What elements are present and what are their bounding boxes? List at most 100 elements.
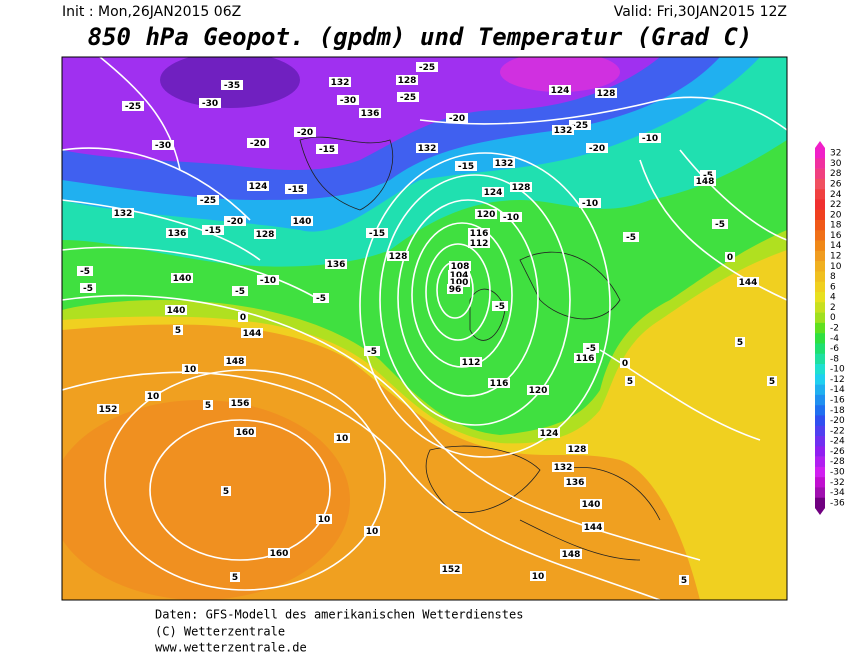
label-box: [329, 77, 351, 87]
colorbar-label: -20: [830, 416, 845, 426]
contour-label: 5: [737, 338, 743, 348]
colorbar-box: [815, 436, 825, 447]
contour-label: 124: [484, 188, 503, 198]
label-box: [579, 198, 601, 208]
contour-label: 104: [450, 271, 469, 281]
label-box: [552, 462, 574, 472]
contour-label: 128: [398, 76, 417, 86]
colorbar-box: [815, 343, 825, 355]
colorbar-label: 6: [830, 282, 836, 292]
colorbar-box: [815, 446, 825, 457]
label-box: [337, 95, 359, 105]
label-box: [366, 228, 388, 238]
label-box: [694, 176, 716, 186]
colorbar-label: -36: [830, 498, 845, 508]
contour-label: -30: [202, 99, 218, 109]
label-box: [586, 143, 608, 153]
label-box: [620, 358, 630, 368]
colorbar-label: -2: [830, 324, 839, 334]
colorbar-label: 12: [830, 252, 841, 262]
contour-label: 132: [495, 159, 514, 169]
contour-label: -30: [340, 96, 356, 106]
label-box: [447, 284, 463, 294]
contour-label: 10: [532, 572, 545, 582]
colorbar-label: -18: [830, 406, 845, 416]
colorbar-label: 10: [830, 262, 842, 272]
contour-label: -5: [715, 220, 725, 230]
colorbar-label: 26: [830, 180, 842, 190]
colorbar-box: [815, 168, 825, 180]
contour-label: 120: [529, 386, 548, 396]
label-box: [397, 92, 419, 102]
contour-label: 144: [739, 278, 758, 288]
contour-label: 112: [462, 358, 481, 368]
label-box: [538, 428, 560, 438]
label-box: [313, 293, 329, 303]
label-box: [230, 572, 240, 582]
label-box: [767, 376, 777, 386]
contour-label: 120: [477, 210, 496, 220]
colorbar-box: [815, 158, 825, 169]
contour-label: 124: [551, 86, 570, 96]
label-box: [285, 184, 307, 194]
label-box: [165, 305, 187, 315]
contour-label: 116: [490, 379, 509, 389]
contour-label: -15: [458, 162, 474, 172]
contour-label: 144: [584, 523, 603, 533]
footer-line: www.wetterzentrale.de: [155, 641, 307, 655]
colorbar-label: -4: [830, 334, 839, 344]
colorbar-box: [815, 178, 825, 190]
colorbar-box: [815, 240, 825, 252]
contour-label: -25: [419, 63, 435, 73]
contour-label: 128: [597, 89, 616, 99]
colorbar-box: [815, 281, 825, 293]
colorbar-label: 14: [830, 241, 842, 251]
label-box: [527, 385, 549, 395]
contour-label: 96: [449, 285, 462, 295]
label-box: [238, 312, 248, 322]
colorbar-label: -30: [830, 468, 845, 478]
footer-line: Daten: GFS-Modell des amerikanischen Wet…: [155, 608, 523, 622]
contour-label: 116: [576, 354, 595, 364]
label-box: [224, 356, 246, 366]
contour-label: 152: [99, 405, 118, 415]
colorbar-box: [815, 394, 825, 406]
contour-label: 160: [270, 549, 289, 559]
contour-label: -25: [572, 121, 588, 131]
label-box: [221, 486, 231, 496]
label-box: [257, 275, 279, 285]
label-box: [530, 571, 546, 581]
colorbar-box: [815, 199, 825, 211]
colorbar-box: [815, 189, 825, 200]
contour-label: -30: [155, 141, 171, 151]
contour-label: 5: [175, 326, 181, 336]
contour-label: -25: [125, 102, 141, 112]
contour-label: 140: [173, 274, 192, 284]
contour-label: -10: [642, 134, 658, 144]
label-box: [173, 325, 183, 335]
contour-label: 160: [236, 428, 255, 438]
label-box: [232, 286, 248, 296]
label-box: [725, 252, 735, 262]
colorbar-box: [815, 353, 825, 365]
contour-label: 140: [167, 306, 186, 316]
contour-label: -5: [83, 284, 93, 294]
label-box: [359, 108, 381, 118]
contour-label: 5: [627, 377, 633, 387]
colorbar-label: -24: [830, 437, 845, 447]
contour-label: 152: [442, 565, 461, 575]
label-box: [639, 133, 661, 143]
label-box: [203, 400, 213, 410]
contour-label: -20: [250, 139, 266, 149]
label-box: [416, 62, 438, 72]
colorbar-label: -32: [830, 478, 845, 488]
contour-label: 148: [696, 177, 715, 187]
label-box: [566, 444, 588, 454]
label-box: [241, 328, 263, 338]
contour-label: 132: [554, 463, 573, 473]
contour-label: 148: [226, 357, 245, 367]
warm-core: [62, 400, 350, 600]
colorbar-label: 0: [830, 313, 836, 323]
label-box: [416, 143, 438, 153]
